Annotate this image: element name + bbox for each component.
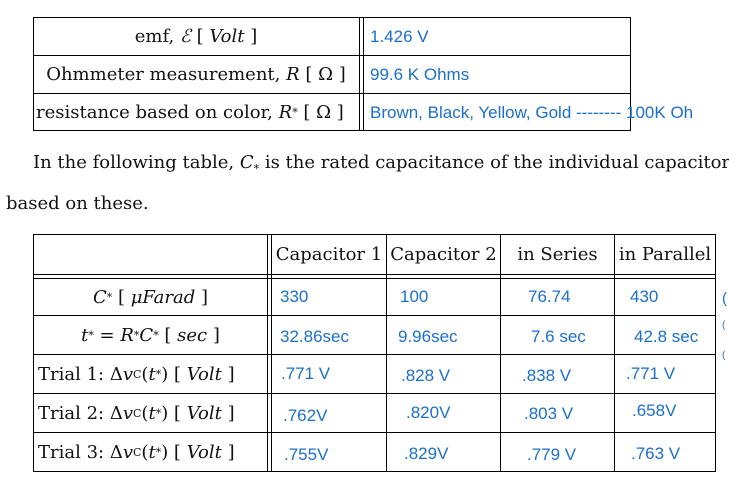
paragraph-line-1: In the following table, C* is the rated … — [33, 152, 729, 176]
ohmmeter-value[interactable]: 99.6 K Ohms — [370, 64, 470, 84]
cell-trial1-parallel[interactable]: .771 V — [626, 364, 676, 383]
cell-c-cap2[interactable]: 100 — [400, 287, 429, 306]
emf-row: emf, ℰ [ Volt ] 1.426 V — [34, 18, 630, 56]
cell-t-cap1[interactable]: 32.86sec — [280, 327, 349, 346]
cell-t-series[interactable]: 7.6 sec — [531, 327, 586, 346]
edge-mark-2: ( — [722, 320, 726, 331]
color-resistance-label: resistance based on color, R * [ Ω ] — [36, 102, 344, 123]
emf-label: emf, ℰ [ Volt ] — [134, 26, 258, 47]
row-label-time-constant: t * = R * C * [ sec ] — [81, 324, 220, 346]
cell-trial1-cap1[interactable]: .771 V — [281, 364, 331, 383]
cell-trial3-cap1[interactable]: .755V — [284, 445, 329, 464]
ohmmeter-label: Ohmmeter measurement, R [ Ω ] — [46, 64, 346, 85]
cell-t-parallel[interactable]: 42.8 sec — [634, 327, 699, 346]
cell-c-series[interactable]: 76.74 — [528, 287, 571, 306]
cell-trial2-parallel[interactable]: .658V — [632, 401, 677, 420]
header-in-parallel: in Parallel — [618, 244, 712, 265]
cell-trial3-cap2[interactable]: .829V — [404, 444, 449, 463]
edge-mark-3: ( — [722, 350, 726, 361]
ohmmeter-row: Ohmmeter measurement, R [ Ω ] 99.6 K Ohm… — [34, 56, 630, 94]
color-resistance-row: resistance based on color, R * [ Ω ] Brow… — [34, 94, 693, 131]
cell-t-cap2[interactable]: 9.96sec — [398, 327, 458, 346]
paragraph-line-2: based on these. — [6, 193, 149, 214]
emf-value[interactable]: 1.426 V — [370, 26, 429, 46]
row-label-capacitance: C * [ μFarad ] — [92, 286, 209, 308]
cell-trial2-cap2[interactable]: .820V — [406, 403, 451, 422]
cell-trial2-series[interactable]: .803 V — [524, 404, 574, 423]
cell-trial3-series[interactable]: .779 V — [527, 445, 577, 464]
capacitor-table: Capacitor 1 Capacitor 2 in Series in Par… — [33, 234, 716, 472]
cell-c-parallel[interactable]: 430 — [630, 287, 659, 306]
measurement-table: emf, ℰ [ Volt ] 1.426 V Ohmmeter measure… — [33, 17, 693, 131]
header-in-series: in Series — [517, 244, 598, 265]
cell-trial2-cap1[interactable]: .762V — [283, 406, 328, 425]
header-capacitor-2: Capacitor 2 — [390, 244, 497, 265]
cell-trial1-cap2[interactable]: .828 V — [401, 366, 451, 385]
color-resistance-value[interactable]: Brown, Black, Yellow, Gold -------- 100K… — [370, 102, 694, 122]
header-capacitor-1: Capacitor 1 — [275, 244, 383, 265]
cell-c-cap1[interactable]: 330 — [280, 287, 309, 306]
cell-trial1-series[interactable]: .838 V — [522, 366, 572, 385]
cell-trial3-parallel[interactable]: .763 V — [631, 444, 681, 463]
edge-mark-1: ( — [722, 290, 727, 307]
